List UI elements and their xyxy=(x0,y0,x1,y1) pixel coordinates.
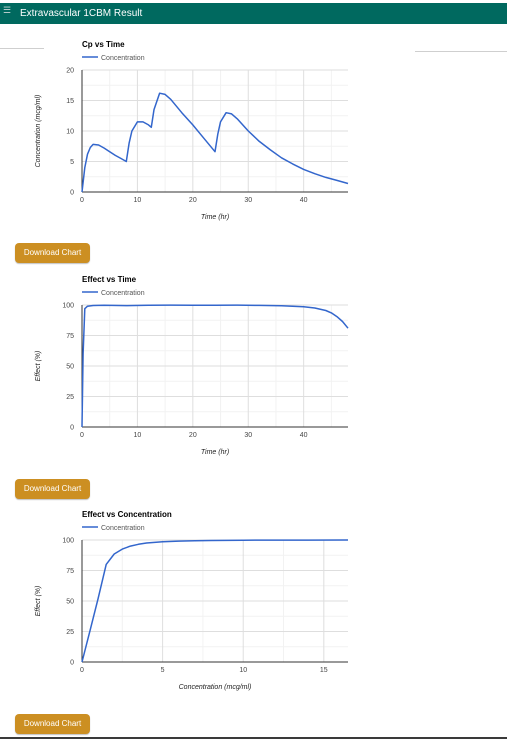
y-tick-label: 20 xyxy=(66,68,74,75)
x-axis-label: Time (hr) xyxy=(201,214,229,221)
y-tick-label: 10 xyxy=(66,129,74,136)
x-tick-label: 10 xyxy=(239,667,247,674)
x-tick-label: 40 xyxy=(300,197,308,204)
x-tick-label: 20 xyxy=(189,197,197,204)
y-axis-label: Effect (%) xyxy=(35,351,42,382)
y-tick-label: 25 xyxy=(66,394,74,401)
effect-vs-time-chart: Effect vs Time Concentration 0 10 20 30 40 0 25 5… xyxy=(35,275,349,456)
y-tick-label: 100 xyxy=(62,538,74,545)
x-tick-label: 30 xyxy=(244,432,252,439)
x-tick-label: 10 xyxy=(134,197,142,204)
y-axis-label: Concentration (mcg/ml) xyxy=(35,95,42,168)
x-tick-label: 0 xyxy=(80,667,84,674)
download-chart-button[interactable]: Download Chart xyxy=(15,243,90,263)
y-tick-label: 0 xyxy=(70,190,74,197)
x-axis-label: Time (hr) xyxy=(201,449,229,456)
x-tick-label: 10 xyxy=(134,432,142,439)
series-line xyxy=(81,539,349,663)
effect-vs-concentration-chart: Effect vs Concentration Concentration 0 5 10… xyxy=(35,510,349,691)
y-tick-label: 50 xyxy=(66,364,74,371)
y-tick-label: 75 xyxy=(66,333,74,340)
chart-title: Effect vs Concentration xyxy=(82,510,172,519)
x-tick-label: 30 xyxy=(244,197,252,204)
legend-label: Concentration xyxy=(101,290,145,297)
x-axis-label: Concentration (mcg/ml) xyxy=(179,684,252,691)
download-chart-button[interactable]: Download Chart xyxy=(15,479,90,499)
y-tick-label: 100 xyxy=(62,303,74,310)
y-tick-label: 50 xyxy=(66,599,74,606)
app-icon: ☰ xyxy=(3,5,12,15)
chart-title: Effect vs Time xyxy=(82,275,137,284)
y-axis-label: Effect (%) xyxy=(35,586,42,617)
cp-vs-time-chart: Cp vs Time Concentration 0 10 20 30 40 0 5 10 15 20… xyxy=(35,40,349,221)
series-line xyxy=(81,304,349,428)
y-tick-label: 15 xyxy=(66,98,74,105)
title-bar: ☰ Extravascular 1CBM Result xyxy=(0,3,507,24)
y-tick-label: 0 xyxy=(70,660,74,667)
legend-label: Concentration xyxy=(101,55,145,62)
y-tick-label: 25 xyxy=(66,629,74,636)
chart-title: Cp vs Time xyxy=(82,40,125,49)
divider xyxy=(0,48,44,49)
download-chart-button[interactable]: Download Chart xyxy=(15,714,90,734)
x-tick-label: 5 xyxy=(161,667,165,674)
x-tick-label: 15 xyxy=(320,667,328,674)
y-tick-label: 75 xyxy=(66,568,74,575)
x-tick-label: 20 xyxy=(189,432,197,439)
x-tick-label: 0 xyxy=(80,197,84,204)
x-tick-label: 0 xyxy=(80,432,84,439)
x-tick-label: 40 xyxy=(300,432,308,439)
bottom-border xyxy=(0,737,507,739)
divider xyxy=(415,51,507,52)
series-line xyxy=(81,92,349,193)
y-tick-label: 5 xyxy=(70,159,74,166)
window-title: Extravascular 1CBM Result xyxy=(20,8,143,19)
y-tick-label: 0 xyxy=(70,425,74,432)
legend-label: Concentration xyxy=(101,525,145,532)
